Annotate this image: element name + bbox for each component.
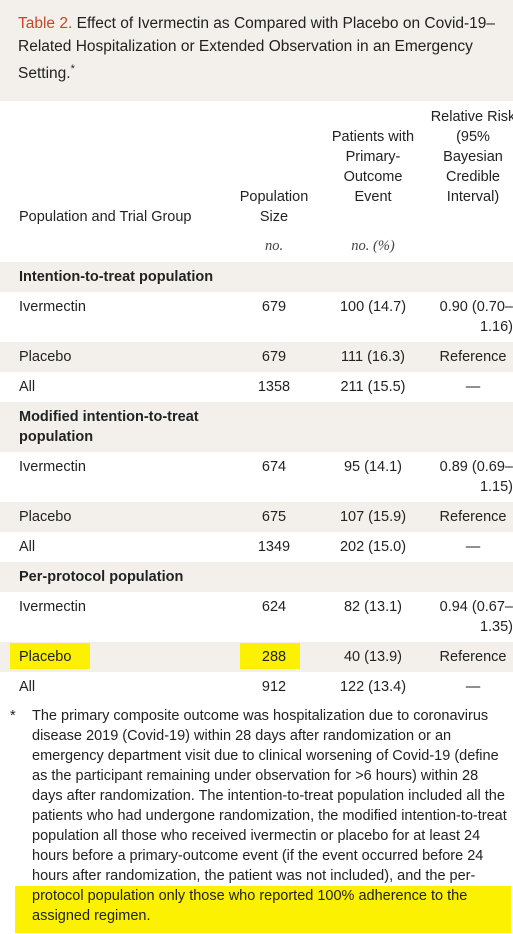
table-title: Effect of Ivermectin as Compared with Pl… xyxy=(18,15,496,83)
group-header-row: Modified intention-to-treat population xyxy=(0,402,513,452)
cell-size: 624 xyxy=(261,599,287,615)
cell-events: 40 (13.9) xyxy=(343,649,403,665)
cell-relative-risk: 0.90 (0.70–1.16) xyxy=(439,299,513,335)
group-title: Per-protocol population xyxy=(19,569,184,585)
cell-relative-risk: Reference xyxy=(439,349,507,365)
cell-events: 107 (15.9) xyxy=(339,509,407,525)
cell-group: All xyxy=(19,379,36,395)
table-caption: Table 2. Effect of Ivermectin as Compare… xyxy=(0,0,513,101)
cell-size: 674 xyxy=(261,459,287,475)
cell-group: Ivermectin xyxy=(19,299,86,315)
footnote-marker: * xyxy=(10,708,16,724)
table-row: Ivermectin 679 100 (14.7) 0.90 (0.70–1.1… xyxy=(0,292,513,342)
cell-group: Placebo xyxy=(19,649,72,665)
cell-relative-risk: Reference xyxy=(439,649,507,665)
cell-relative-risk: Reference xyxy=(439,509,507,525)
cell-size: 288 xyxy=(261,649,287,665)
cell-events: 100 (14.7) xyxy=(339,299,407,315)
column-header-group: Population and Trial Group xyxy=(19,209,192,225)
footnote-highlight xyxy=(15,886,511,933)
table-row: Ivermectin 624 82 (13.1) 0.94 (0.67–1.35… xyxy=(0,592,513,642)
cell-events: 122 (13.4) xyxy=(339,679,407,695)
table-row: Ivermectin 674 95 (14.1) 0.89 (0.69–1.15… xyxy=(0,452,513,502)
group-title: Modified intention-to-treat population xyxy=(19,409,199,445)
group-title: Intention-to-treat population xyxy=(19,269,214,285)
cell-events: 211 (15.5) xyxy=(340,379,406,395)
cell-group: Placebo xyxy=(19,509,72,525)
cell-events: 82 (13.1) xyxy=(343,599,403,615)
table-row: Placebo 675 107 (15.9) Reference xyxy=(0,502,513,532)
cell-events: 95 (14.1) xyxy=(343,459,403,475)
cell-relative-risk: 0.94 (0.67–1.35) xyxy=(439,599,513,635)
footnote-text: The primary composite outcome was hospit… xyxy=(32,708,507,924)
column-header-relative-risk: Relative Risk (95% Bayesian Credible Int… xyxy=(430,109,513,205)
column-unit-events: no. (%) xyxy=(351,238,395,254)
cell-size: 679 xyxy=(261,349,287,365)
cell-group: Placebo xyxy=(19,349,72,365)
highlight-mark xyxy=(240,643,300,669)
cell-events: 202 (15.0) xyxy=(339,539,407,555)
group-header-row: Intention-to-treat population xyxy=(0,262,513,292)
cell-group: All xyxy=(19,539,36,555)
cell-size: 679 xyxy=(261,299,287,315)
cell-relative-risk: — xyxy=(465,679,481,695)
group-header-row: Per-protocol population xyxy=(0,562,513,592)
column-header-events: Patients with Primary-Outcome Event xyxy=(331,129,415,205)
cell-group: Ivermectin xyxy=(19,599,86,615)
cell-events: 111 (16.3) xyxy=(341,349,405,365)
cell-relative-risk: 0.89 (0.69–1.15) xyxy=(439,459,513,495)
cell-group: Ivermectin xyxy=(19,459,86,475)
table-row: All 912 122 (13.4) — xyxy=(0,672,513,702)
cell-size: 912 xyxy=(261,679,287,695)
table-row: All 1358 211 (15.5) — xyxy=(0,372,513,402)
cell-relative-risk: — xyxy=(465,379,481,395)
table-number: Table 2. xyxy=(18,15,73,32)
column-unit-size: no. xyxy=(264,238,284,254)
table-row: All 1349 202 (15.0) — xyxy=(0,532,513,562)
cell-relative-risk: — xyxy=(465,539,481,555)
cell-size: 1349 xyxy=(257,539,291,555)
cell-group: All xyxy=(19,679,36,695)
caption-footnote-marker: * xyxy=(70,63,75,75)
table-row: Placebo 288 40 (13.9) Reference xyxy=(0,642,513,672)
highlight-mark xyxy=(10,643,90,669)
cell-size: 675 xyxy=(261,509,287,525)
cell-size: 1358 xyxy=(257,379,291,395)
table-row: Placebo 679 111 (16.3) Reference xyxy=(0,342,513,372)
column-header-size: Population Size xyxy=(239,189,309,225)
